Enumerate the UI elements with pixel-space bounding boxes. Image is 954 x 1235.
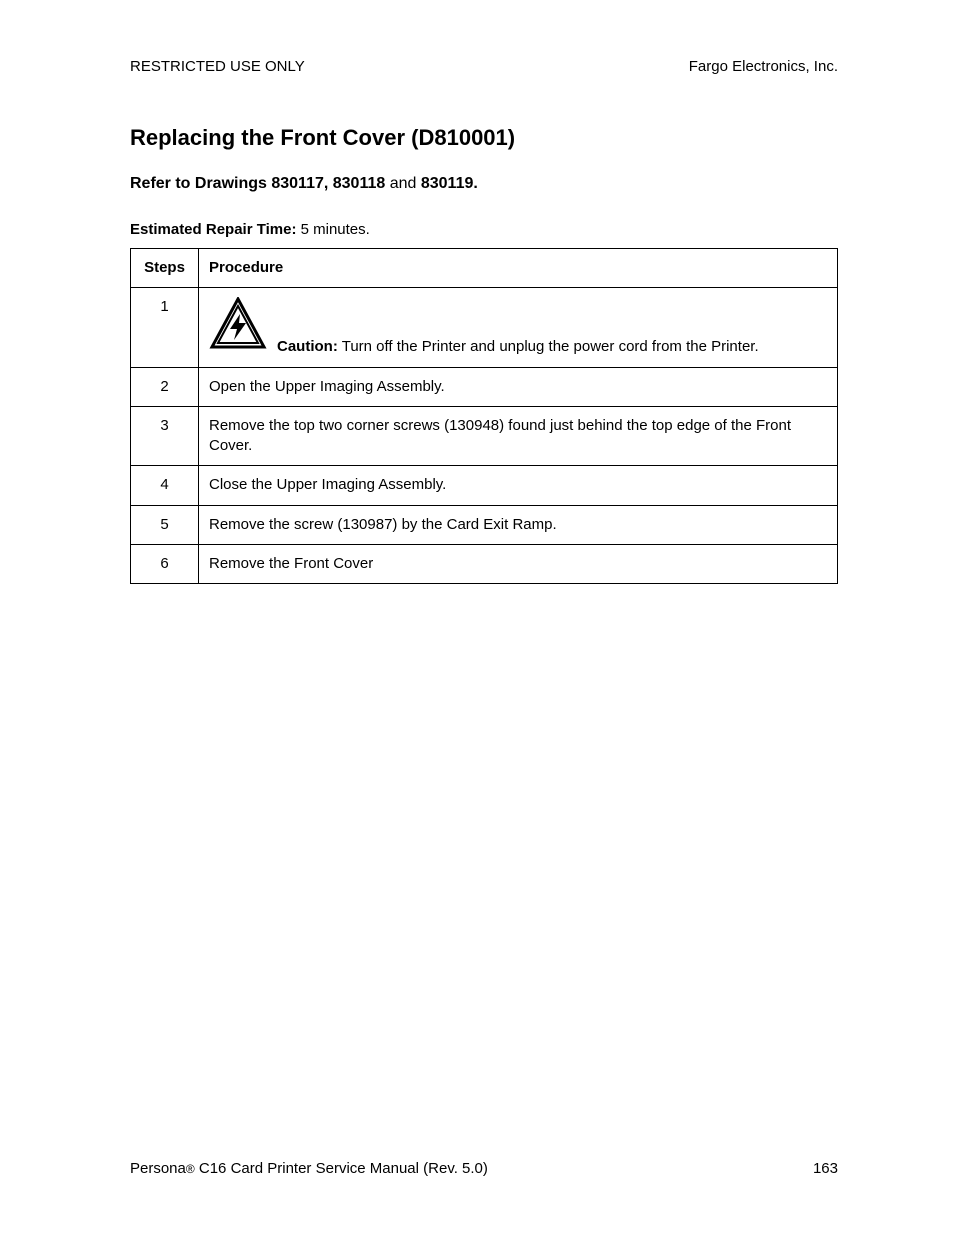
col-header-procedure: Procedure [199, 249, 838, 288]
step-text: Remove the Front Cover [199, 544, 838, 583]
caution-label: Caution: [277, 338, 338, 355]
procedure-table: Steps Procedure 1 Caution: Turn off the … [130, 248, 838, 584]
footer-page-number: 163 [813, 1160, 838, 1177]
subtitle-bold-2: 830119. [421, 175, 478, 192]
section-title: Replacing the Front Cover (D810001) [130, 125, 838, 151]
footer-left: Persona® C16 Card Printer Service Manual… [130, 1160, 488, 1177]
caution-text: Turn off the Printer and unplug the powe… [338, 338, 759, 355]
step-text: Caution: Turn off the Printer and unplug… [199, 288, 838, 367]
page-footer: Persona® C16 Card Printer Service Manual… [130, 1160, 838, 1177]
step-num: 4 [131, 466, 199, 505]
col-header-steps: Steps [131, 249, 199, 288]
step-num: 6 [131, 544, 199, 583]
step-text: Close the Upper Imaging Assembly. [199, 466, 838, 505]
footer-suffix: C16 Card Printer Service Manual (Rev. 5.… [195, 1160, 488, 1177]
section-subtitle: Refer to Drawings 830117, 830118 and 830… [130, 175, 838, 193]
step-num: 3 [131, 406, 199, 466]
document-page: RESTRICTED USE ONLY Fargo Electronics, I… [0, 0, 954, 1235]
estimated-value: 5 minutes. [296, 221, 369, 238]
subtitle-bold-1: Refer to Drawings 830117, 830118 [130, 175, 385, 192]
step-num: 2 [131, 367, 199, 406]
header-right: Fargo Electronics, Inc. [689, 58, 838, 75]
step-text: Remove the screw (130987) by the Card Ex… [199, 505, 838, 544]
estimated-label: Estimated Repair Time: [130, 221, 296, 238]
footer-reg: ® [186, 1162, 195, 1176]
subtitle-middle: and [385, 175, 421, 192]
table-row: 5 Remove the screw (130987) by the Card … [131, 505, 838, 544]
step-text: Remove the top two corner screws (130948… [199, 406, 838, 466]
table-row: 2 Open the Upper Imaging Assembly. [131, 367, 838, 406]
caution-icon [209, 297, 267, 357]
step-num: 5 [131, 505, 199, 544]
table-row: 1 Caution: Turn off the Printer and unpl… [131, 288, 838, 367]
step-text: Open the Upper Imaging Assembly. [199, 367, 838, 406]
step-num: 1 [131, 288, 199, 367]
table-row: 6 Remove the Front Cover [131, 544, 838, 583]
table-row: 3 Remove the top two corner screws (1309… [131, 406, 838, 466]
table-body: 1 Caution: Turn off the Printer and unpl… [131, 288, 838, 584]
estimated-time: Estimated Repair Time: 5 minutes. [130, 221, 838, 238]
header-left: RESTRICTED USE ONLY [130, 58, 305, 75]
table-header-row: Steps Procedure [131, 249, 838, 288]
footer-prefix: Persona [130, 1160, 186, 1177]
page-header: RESTRICTED USE ONLY Fargo Electronics, I… [130, 58, 838, 75]
table-row: 4 Close the Upper Imaging Assembly. [131, 466, 838, 505]
